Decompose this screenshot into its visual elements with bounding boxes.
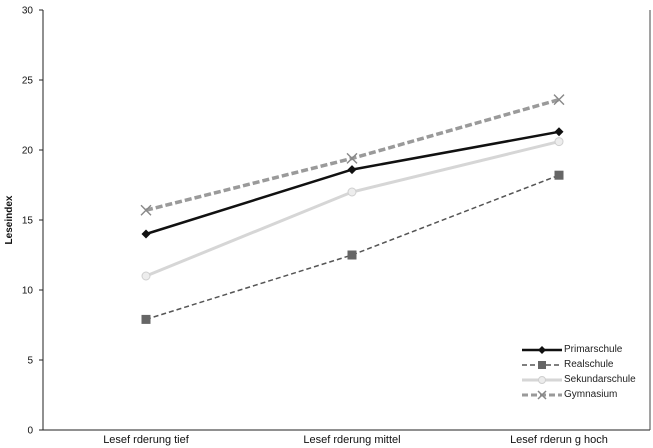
y-tick-label: 5	[27, 356, 33, 367]
legend: Primarschule Realschule Sekundarschule G…	[520, 343, 650, 403]
x-ticks: Lesef rderung tief Lesef rderung mittel Le…	[103, 434, 608, 446]
y-tick-label: 20	[22, 146, 34, 157]
legend-item-gymnasium: Gymnasium	[520, 388, 650, 403]
legend-swatch-realschule	[522, 361, 562, 369]
series-group	[140, 94, 565, 324]
y-tick-label: 25	[22, 76, 34, 87]
legend-swatch-primarschule	[522, 346, 562, 354]
data-point-sekundarschule	[347, 187, 357, 197]
data-point-gymnasium	[346, 152, 358, 164]
legend-item-realschule: Realschule	[520, 358, 650, 373]
y-tick-label: 15	[22, 216, 34, 227]
data-point-primarschule	[347, 165, 357, 175]
data-point-primarschule	[554, 127, 564, 137]
data-point-realschule	[554, 170, 564, 180]
legend-label-realschule: Realschule	[564, 359, 614, 370]
legend-label-gymnasium: Gymnasium	[564, 389, 618, 400]
data-point-sekundarschule	[554, 137, 564, 147]
y-axis-title: Leseindex	[4, 195, 15, 244]
y-tick-label: 0	[27, 426, 33, 437]
x-tick-label: Lesef rderun g hoch	[510, 434, 608, 446]
data-point-primarschule	[141, 229, 151, 239]
y-ticks: 0 5 10 15 20 25 30	[22, 6, 43, 437]
data-point-gymnasium	[553, 94, 565, 106]
legend-item-sekundarschule: Sekundarschule	[520, 373, 650, 388]
y-tick-label: 30	[22, 6, 34, 17]
legend-label-sekundarschule: Sekundarschule	[564, 374, 636, 385]
legend-label-primarschule: Primarschule	[564, 344, 623, 355]
x-tick-label: Lesef rderung tief	[103, 434, 190, 446]
data-point-realschule	[347, 250, 357, 260]
legend-swatch-gymnasium	[522, 390, 562, 400]
data-point-realschule	[141, 314, 151, 324]
legend-item-primarschule: Primarschule	[520, 343, 650, 358]
x-tick-label: Lesef rderung mittel	[303, 434, 400, 446]
series-line-primarschule	[145, 130, 560, 236]
legend-swatch-sekundarschule	[522, 376, 562, 384]
data-point-sekundarschule	[141, 271, 151, 281]
data-point-gymnasium	[140, 204, 152, 216]
y-tick-label: 10	[22, 286, 34, 297]
series-line-realschule	[145, 174, 560, 321]
